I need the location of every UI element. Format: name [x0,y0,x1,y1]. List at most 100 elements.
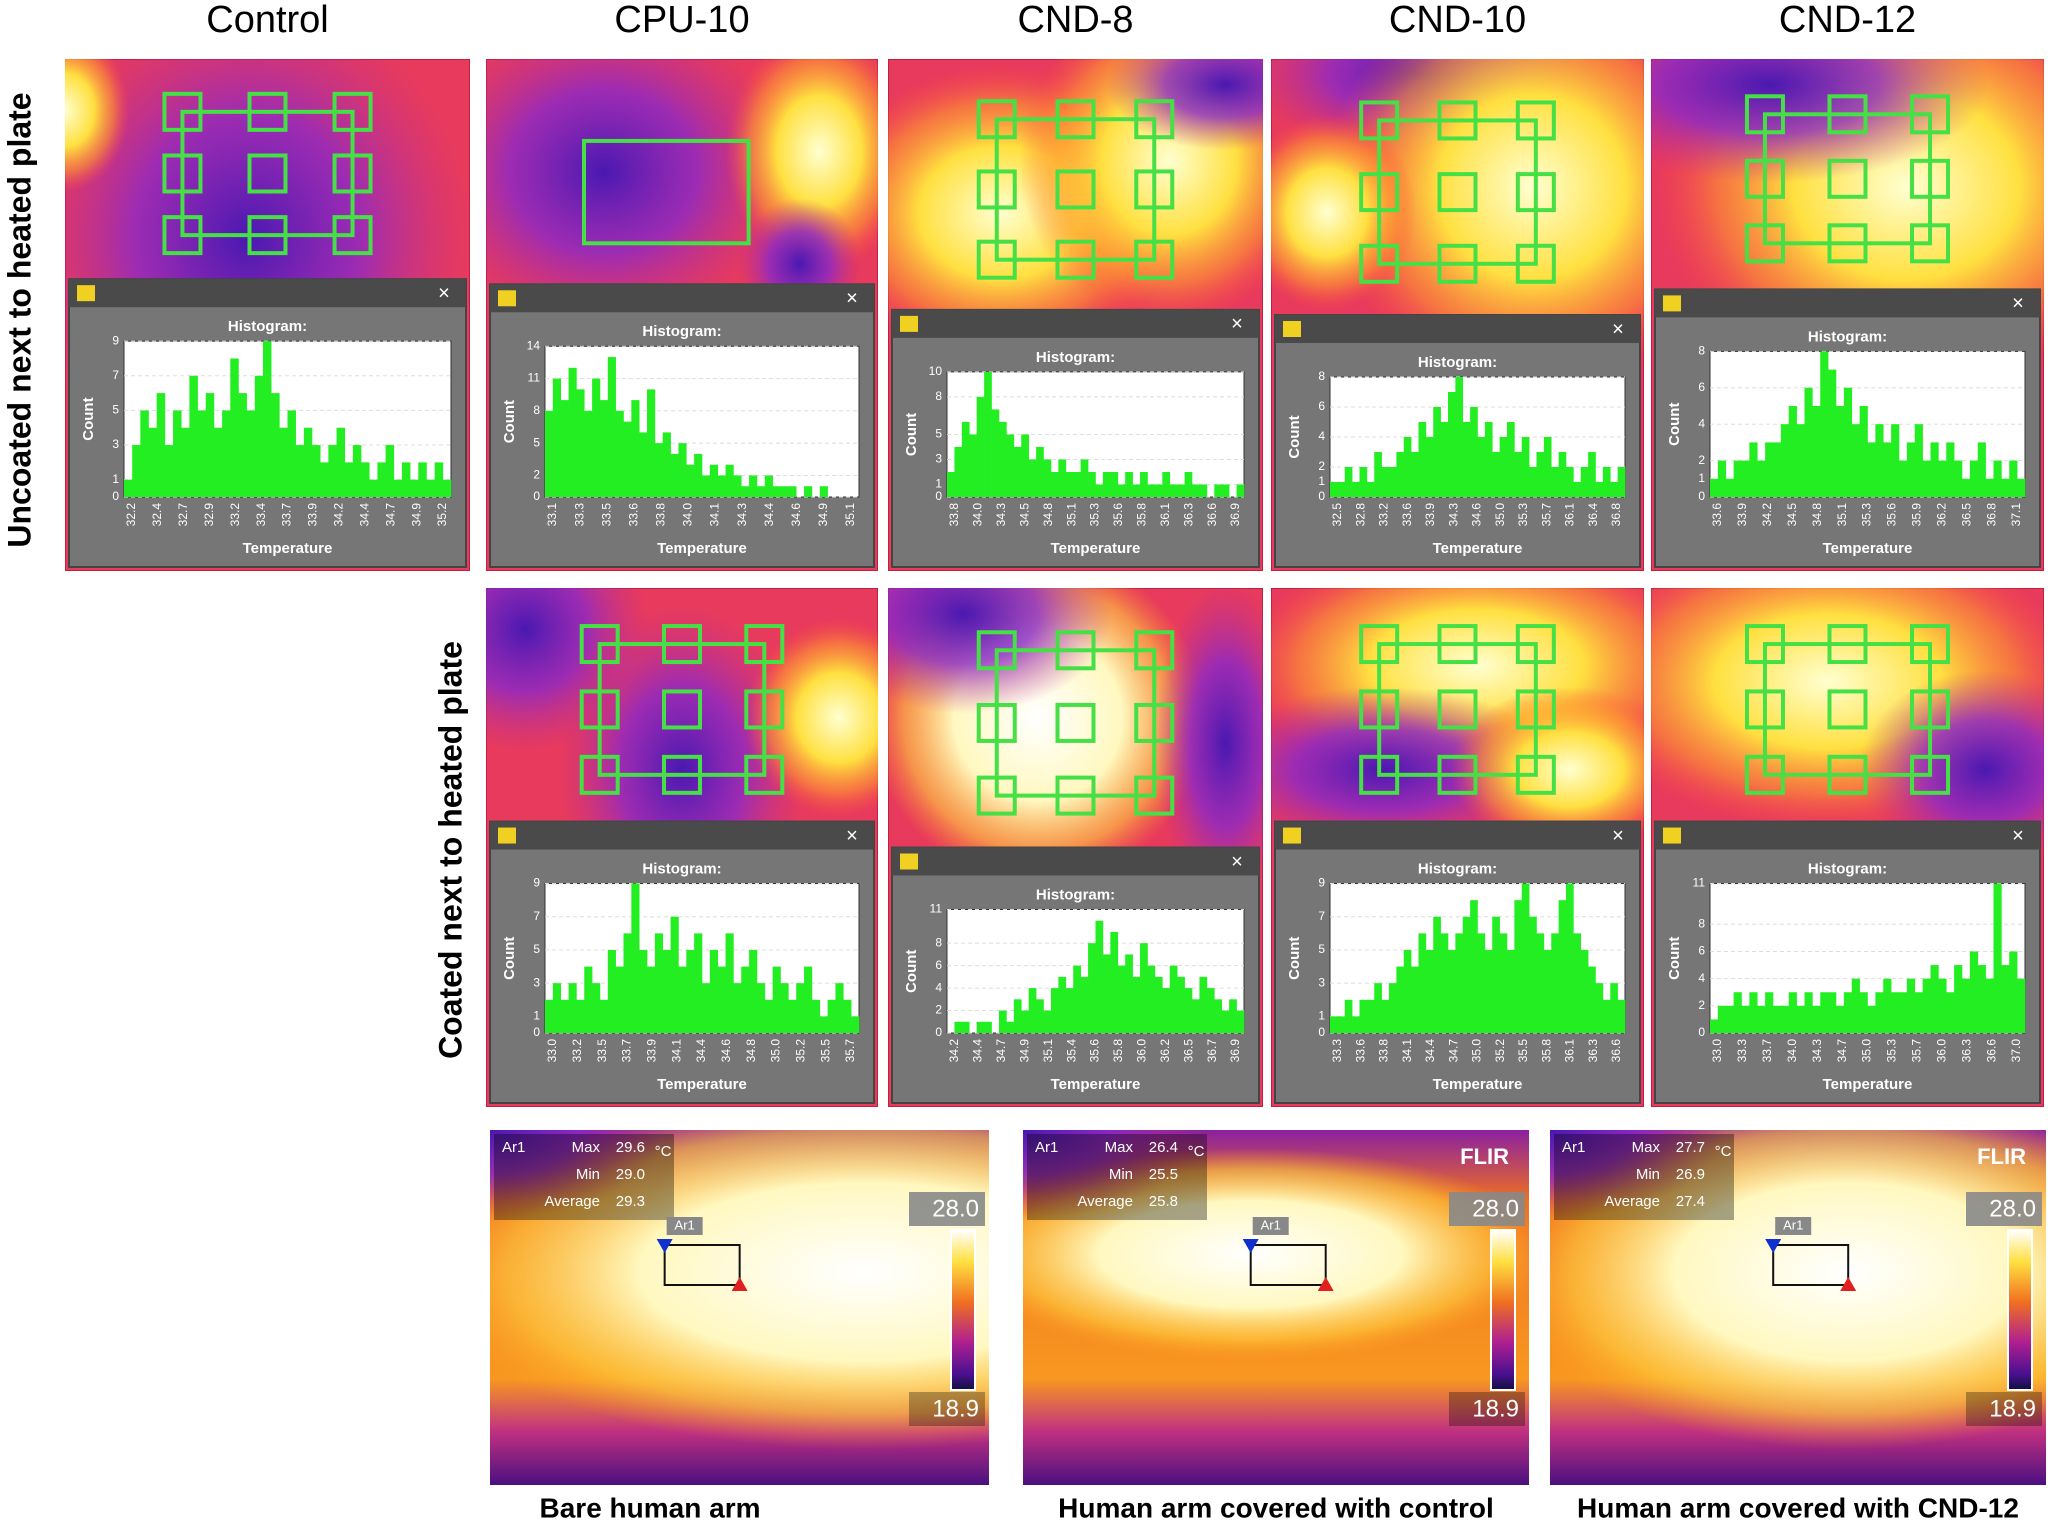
window-icon [1663,827,1681,844]
y-axis-label: Count [903,950,920,993]
histogram-bar [1883,442,1892,497]
histogram-bar [678,966,687,1033]
histogram-bar [1580,949,1589,1033]
close-icon[interactable]: × [846,825,858,847]
scale-bar [1490,1229,1516,1391]
histogram-bar [984,371,992,497]
histogram-bar [1741,1005,1750,1033]
unit: °C [1715,1143,1732,1160]
x-tick-label: 34.6 [719,1039,733,1063]
y-tick-label: 1 [935,477,942,491]
window-icon [900,315,918,332]
histogram-bar [230,358,239,497]
histogram-bar [148,427,157,497]
histogram-bar [1013,446,1022,497]
histogram-bar [1433,916,1441,1033]
x-tick-label: 34.2 [1760,503,1774,527]
histogram-bar [592,983,601,1033]
close-icon[interactable]: × [846,288,858,310]
histogram-bar [262,341,272,497]
histogram-bar [1043,459,1052,497]
thermal-blob [486,59,792,336]
histogram-bar [1065,988,1074,1033]
histogram-bar [205,393,215,497]
histogram-bar [1536,452,1545,497]
histogram-bar [1132,976,1141,1033]
thermal-blob [1023,1130,1201,1219]
histogram-bar [961,421,970,497]
x-tick-label: 35.0 [1860,1039,1874,1063]
roi-box [1515,100,1556,141]
close-icon[interactable]: × [1231,313,1243,335]
y-tick-label: 5 [533,435,540,449]
y-tick-label: 11 [1693,876,1706,890]
x-tick-label: 33.5 [595,1039,609,1063]
y-tick-label: 5 [112,403,119,417]
stat-label: Average [544,1193,600,1210]
roi-box [1910,223,1951,264]
stat-label: Min [1636,1166,1660,1183]
x-tick-label: 36.8 [1609,503,1623,527]
histogram-bar [998,421,1007,497]
thermal-blob [1323,59,1644,392]
histogram-bar [1154,976,1163,1033]
close-icon[interactable]: × [1612,825,1624,847]
histogram-bar [1411,452,1419,497]
histogram-bar [725,464,734,497]
histogram-bar [1396,966,1405,1033]
stat-label: Min [1109,1166,1133,1183]
histogram-bar [1470,407,1478,497]
histogram-bar [1922,460,1931,497]
close-icon[interactable]: × [438,282,450,304]
x-tick-label: 35.7 [1910,1039,1924,1063]
close-icon[interactable]: × [1612,318,1624,340]
histogram-bar [132,445,141,497]
histogram-bar [1330,1016,1338,1033]
histogram-bar [1573,933,1582,1033]
histogram-bar [1199,976,1208,1033]
y-tick-label: 7 [533,909,540,923]
roi-box [662,754,702,795]
histogram-bar [1050,988,1059,1033]
x-tick-label: 36.7 [1205,1039,1219,1063]
histogram-bar [1851,424,1860,497]
min-marker [1765,1239,1782,1253]
x-tick-label: 35.3 [1088,503,1102,527]
x-tick-label: 36.0 [1135,1039,1149,1063]
histogram-bar [1804,387,1813,497]
x-axis-label: Temperature [1051,1076,1141,1093]
histogram-bar [1236,484,1245,497]
histogram-bar [678,443,687,497]
area-label: Ar1 [1035,1139,1058,1156]
histogram-bar [1891,424,1900,497]
histogram-bar [1073,471,1081,497]
histogram-bar [1088,471,1096,497]
x-tick-label: 34.4 [357,503,371,527]
area-tag-bg [1775,1217,1812,1235]
histogram-bar [1132,484,1141,497]
histogram-bar [1013,999,1022,1033]
histogram-bar [1169,484,1178,497]
histogram-bar [1573,482,1582,497]
histogram-bar [1425,437,1434,497]
histogram-bar [1006,434,1015,497]
window-header [69,279,466,308]
x-tick-label: 35.1 [843,503,857,527]
caption: Human arm covered with CND-12 [1577,1492,2019,1523]
window-header [1275,821,1640,850]
histogram-bar [1021,434,1029,497]
roi-box [1437,689,1478,730]
thermal-blob [1450,686,1644,853]
histogram-bar [1969,460,1979,497]
roi-frame [597,642,767,777]
histogram-bar [1765,992,1774,1033]
histogram-bar [1028,459,1037,497]
y-tick-label: 5 [1318,942,1325,956]
close-icon[interactable]: × [1231,851,1243,873]
histogram-bar [1993,460,2002,497]
close-icon[interactable]: × [2012,825,2024,847]
histogram-bar [709,949,718,1033]
x-tick-label: 34.4 [762,503,776,527]
close-icon[interactable]: × [2012,293,2024,315]
roi-box [1910,158,1951,199]
